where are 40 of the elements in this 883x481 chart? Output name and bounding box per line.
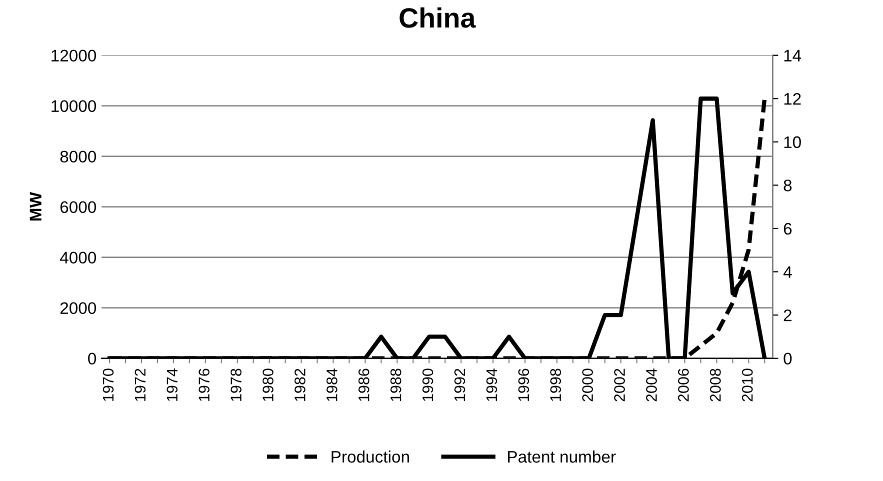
- x-tick-label: 1994: [486, 368, 498, 401]
- y-tick-label: 8000: [60, 150, 96, 163]
- x-tick-label: 2004: [646, 368, 657, 402]
- y-tick-label: 10000: [52, 100, 96, 112]
- x-tick-label: 1982: [294, 368, 306, 401]
- x-tick-label: 1992: [454, 368, 466, 401]
- y-tick-label: 12000: [52, 50, 96, 62]
- y-tick-label: 4000: [60, 252, 96, 264]
- x-tick-label: 1972: [134, 368, 146, 401]
- x-tick-label: 2000: [582, 368, 593, 402]
- legend-label: Patent number: [508, 450, 616, 463]
- y2-tick-label: 0: [784, 352, 792, 365]
- y-axis-title: MW: [30, 192, 42, 221]
- y-tick-label: 0: [88, 352, 96, 365]
- x-tick-label: 1978: [230, 368, 242, 401]
- x-tick-label: 1980: [262, 368, 274, 401]
- x-tick-label: 2008: [710, 368, 721, 402]
- x-tick-label: 2002: [614, 368, 625, 402]
- legend-label: Production: [332, 450, 409, 463]
- x-tick-label: 2006: [678, 368, 689, 402]
- y2-tick-label: 4: [783, 266, 792, 278]
- x-tick-label: 1986: [358, 368, 370, 401]
- y2-tick-label: 14: [784, 50, 802, 62]
- x-tick-label: 1990: [422, 368, 434, 401]
- x-tick-label: 1974: [166, 368, 178, 401]
- y2-tick-label: 10: [784, 136, 801, 148]
- y-tick-label: 2000: [60, 302, 96, 314]
- x-tick-label: 1988: [390, 368, 402, 401]
- x-tick-label: 1984: [326, 368, 338, 401]
- x-tick-label: 1996: [518, 368, 530, 401]
- x-tick-label: 1998: [550, 368, 562, 401]
- x-tick-label: 1970: [102, 368, 114, 401]
- y-tick-label: 6000: [60, 201, 96, 214]
- x-tick-label: 2010: [742, 368, 753, 402]
- chart-title: China: [400, 7, 476, 28]
- y2-tick-label: 12: [784, 93, 801, 105]
- x-tick-label: 1976: [198, 368, 210, 401]
- y2-tick-label: 6: [784, 222, 792, 235]
- y2-tick-label: 8: [784, 180, 792, 192]
- y2-tick-label: 2: [784, 309, 792, 322]
